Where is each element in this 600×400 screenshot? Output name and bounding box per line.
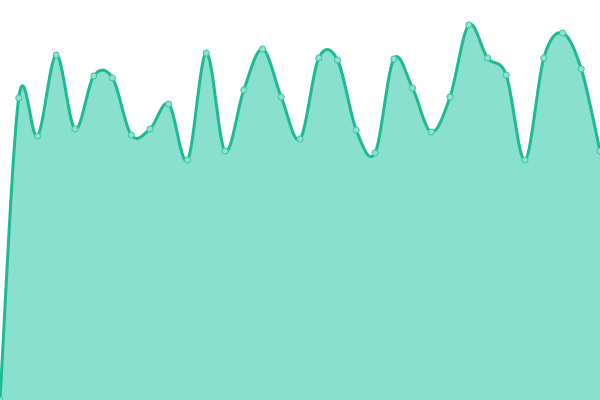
data-point-3 [52, 51, 60, 59]
data-point-22 [409, 84, 416, 92]
data-point-11 [202, 49, 210, 57]
data-point-1 [15, 94, 23, 102]
area-fill [0, 24, 600, 400]
data-point-6 [109, 74, 116, 82]
data-point-13 [240, 86, 248, 94]
data-point-28 [521, 156, 529, 164]
data-point-26 [484, 54, 491, 62]
data-point-23 [427, 128, 435, 136]
data-point-19 [352, 126, 360, 134]
data-point-8 [146, 125, 154, 133]
data-point-17 [315, 54, 323, 62]
data-point-18 [334, 56, 341, 64]
data-point-7 [127, 131, 135, 139]
data-point-14 [259, 45, 266, 53]
data-point-32 [596, 147, 600, 155]
data-point-20 [371, 149, 379, 157]
data-point-2 [34, 132, 41, 140]
data-point-27 [502, 71, 510, 79]
data-point-31 [577, 65, 585, 73]
data-point-29 [540, 54, 548, 62]
data-point-15 [277, 93, 285, 101]
data-point-9 [165, 100, 173, 108]
data-point-30 [559, 29, 566, 37]
data-point-5 [90, 72, 98, 80]
data-points [0, 21, 600, 400]
data-point-24 [446, 93, 454, 101]
data-point-12 [221, 147, 229, 155]
data-point-21 [390, 55, 398, 63]
data-point-25 [465, 21, 473, 29]
data-point-4 [71, 125, 79, 133]
data-point-10 [184, 156, 191, 164]
data-point-0 [0, 396, 4, 400]
data-point-16 [296, 135, 304, 143]
